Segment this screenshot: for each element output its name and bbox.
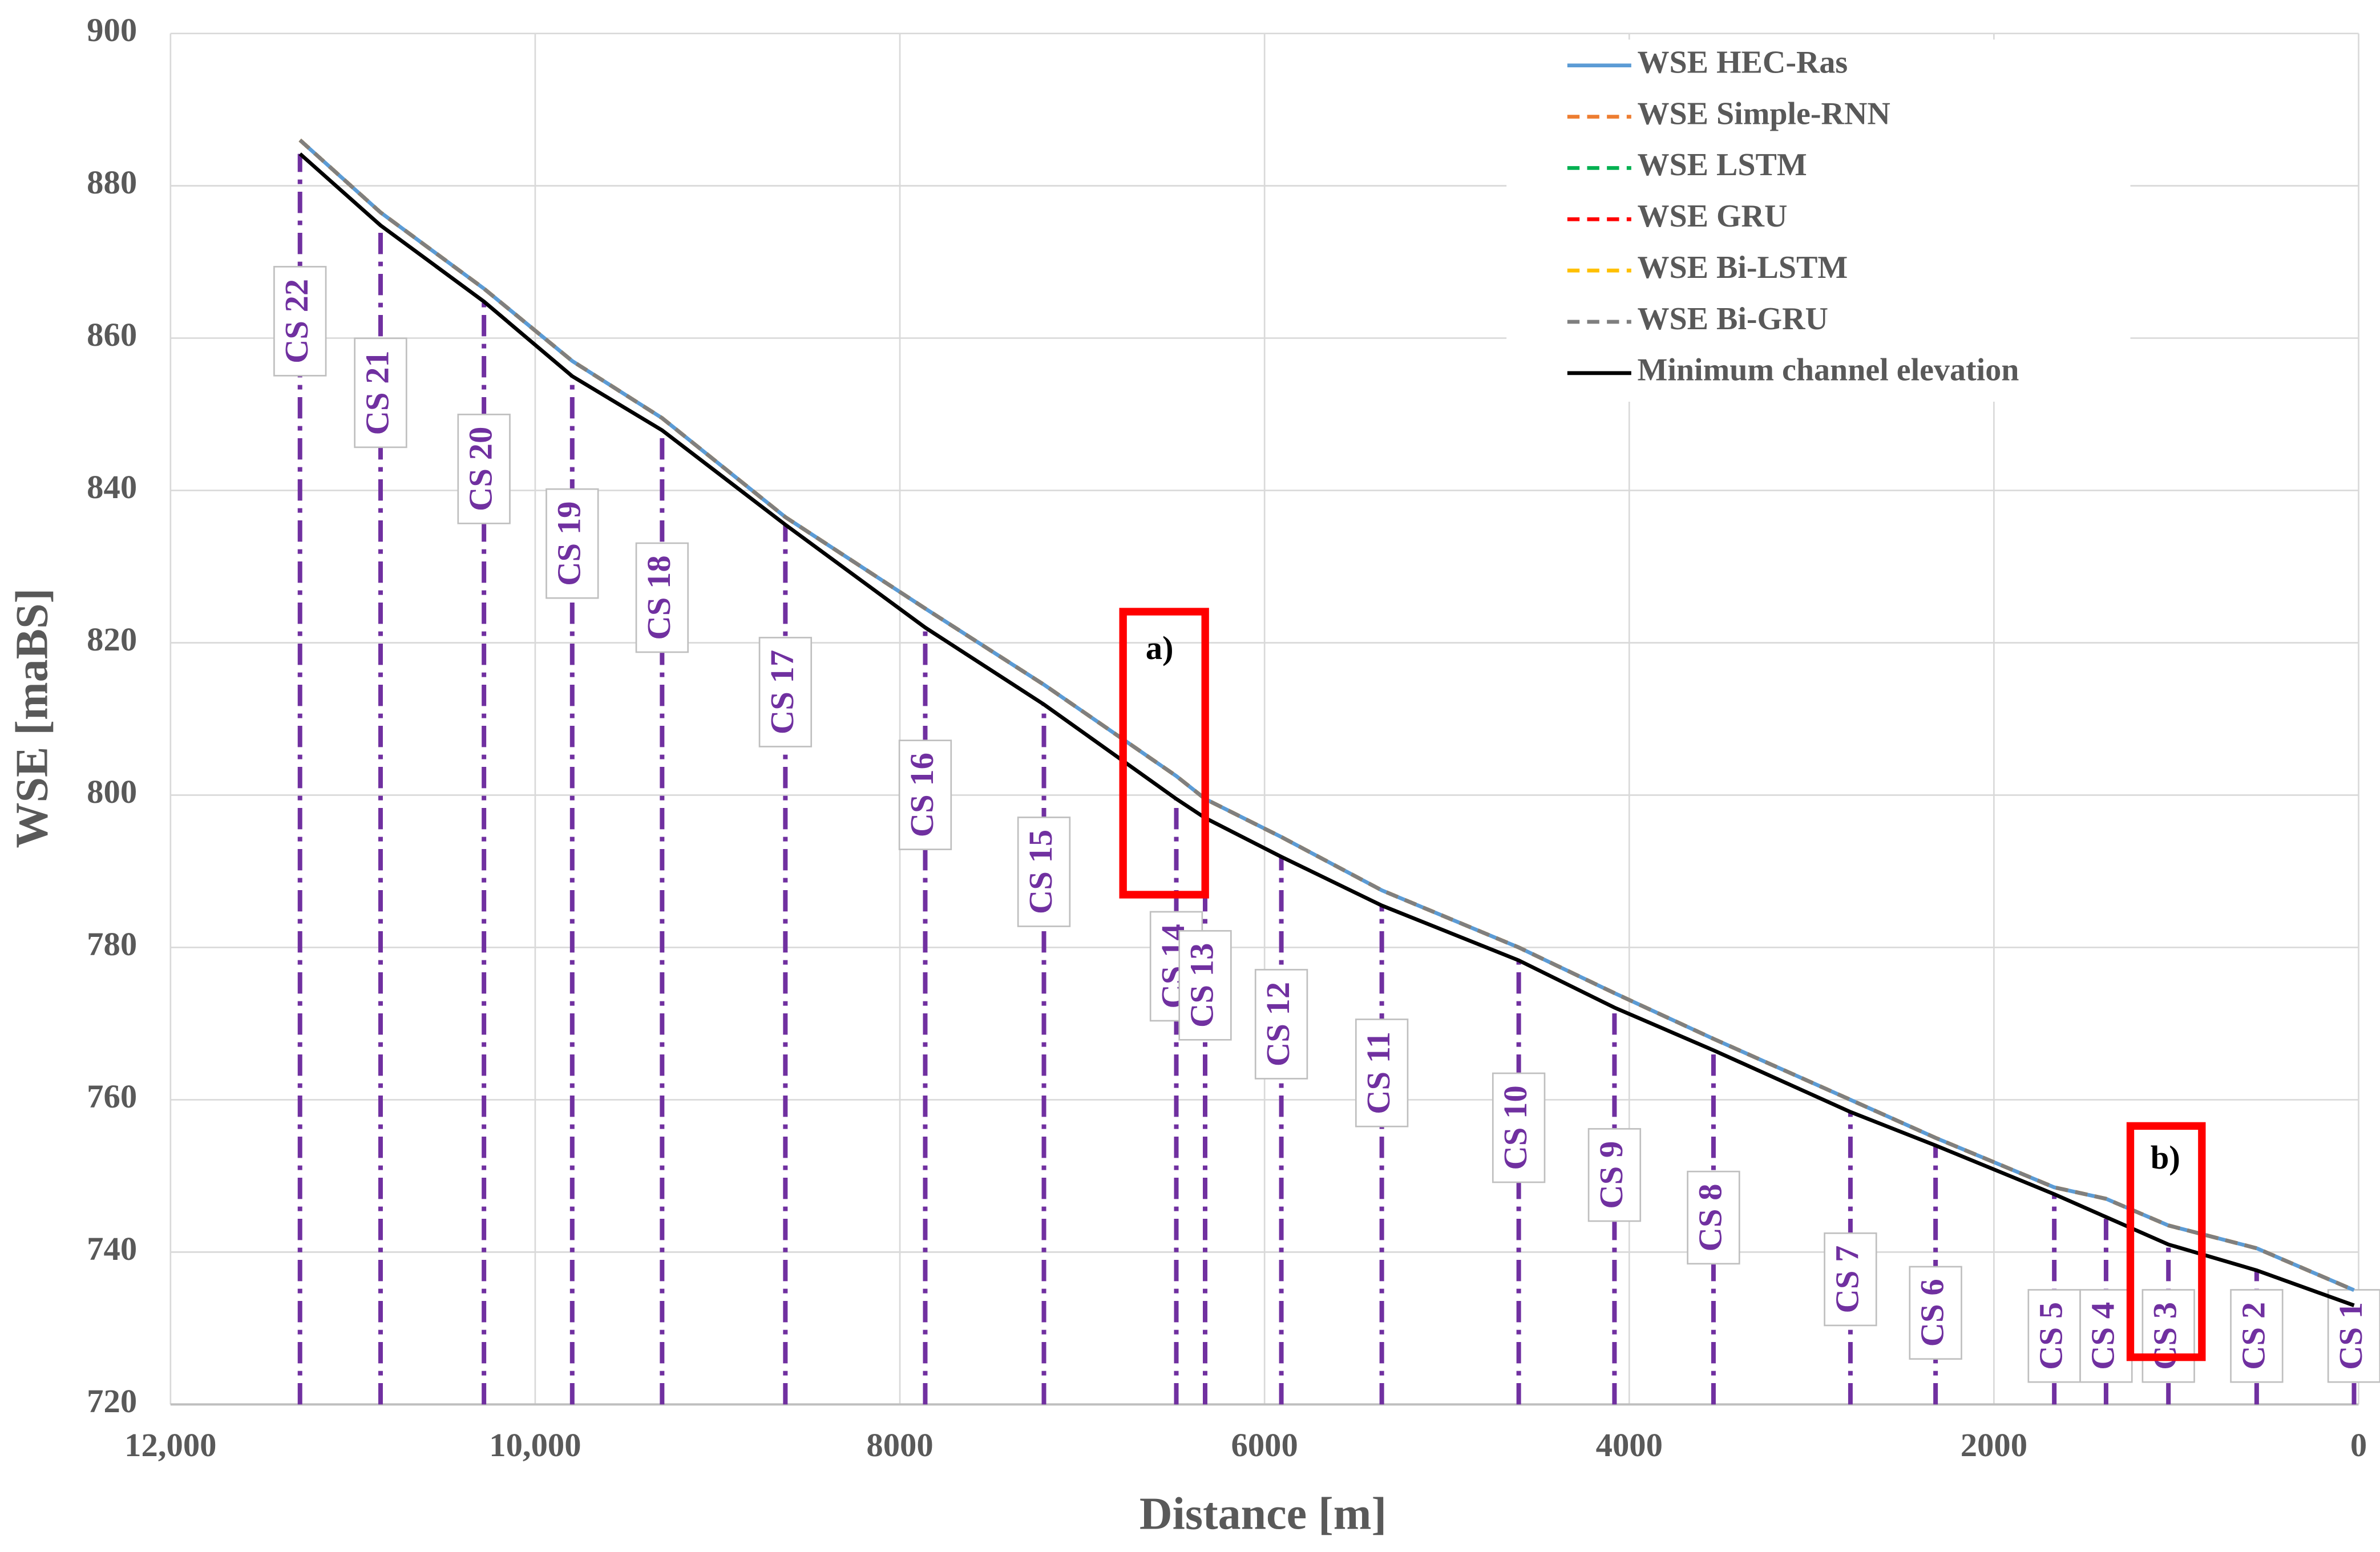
cross-section-name: CS 10 [1497,1085,1534,1170]
label-box [273,266,327,377]
label-box [1254,969,1308,1080]
legend-label: WSE Bi-GRU [1638,301,1829,337]
cross-section-name: CS 5 [2033,1302,2070,1370]
cross-section-label: CS 11 [1355,1018,1409,1127]
x-tick-label: 0 [2350,1426,2367,1464]
y-tick-label: 780 [87,925,137,963]
label-box [1587,1128,1642,1222]
cross-section-label: CS 18 [635,542,689,653]
cross-section-name: CS 6 [1914,1279,1951,1347]
x-tick-label: 8000 [866,1426,933,1464]
x-axis-title: Distance [m] [1140,1489,1387,1539]
cross-section-name: CS 16 [903,753,940,837]
cross-section-label: CS 16 [898,739,952,850]
label-box [758,637,813,747]
y-tick-label: 740 [87,1230,137,1267]
label-box [354,337,407,448]
label-box [1909,1266,1962,1360]
y-tick-label: 720 [87,1383,137,1420]
cross-section-name: CS 17 [763,650,801,734]
label-box [2230,1289,2284,1383]
label-box [1824,1232,1877,1327]
label-box [635,542,689,653]
cross-section-name: CS 8 [1691,1183,1728,1251]
series-line [298,139,2355,1292]
y-axis-title: WSE [maBS] [7,588,58,848]
cross-section-name: CS 18 [640,555,677,640]
cross-section-label: CS 17 [758,637,813,747]
series-line [298,152,2355,1307]
cross-section-label: CS 3 [2141,1289,2195,1383]
label-box [898,739,952,850]
legend-label: WSE Bi-LSTM [1638,250,1848,285]
label-box [1178,930,1232,1041]
cross-section-label: CS 13 [1178,930,1232,1041]
cross-section-label: CS 12 [1254,969,1308,1080]
cross-section-label: CS 2 [2230,1289,2284,1383]
cross-section-label: CS 5 [2027,1289,2081,1383]
legend-label: WSE LSTM [1638,147,1807,183]
cross-section-name: CS 9 [1593,1141,1630,1209]
cross-section-name: CS 19 [550,502,587,586]
cross-section-label: CS 7 [1824,1232,1877,1327]
label-box [1687,1170,1740,1265]
y-tick-label: 760 [87,1078,137,1115]
label-box [1492,1072,1546,1183]
label-box [457,414,511,524]
y-tick-label: 880 [87,164,137,201]
x-tick-label: 4000 [1596,1426,1663,1464]
cross-section-label: CS 4 [2079,1289,2133,1383]
cross-section-label: CS 20 [457,414,511,524]
highlight-box [1119,608,1209,899]
cross-section-name: CS 11 [1360,1032,1397,1114]
cross-section-name: CS 12 [1259,982,1296,1066]
label-box [1017,817,1071,927]
annotation: b) [2151,1139,2180,1176]
cross-section-label: CS 19 [545,488,599,599]
label-box [2079,1289,2133,1383]
label-box [545,488,599,599]
annotation: a) [1146,629,1174,666]
cross-section-name: CS 4 [2084,1302,2121,1370]
legend-label: Minimum channel elevation [1638,353,2019,388]
cross-section-name: CS 13 [1183,943,1220,1028]
legend-label: WSE HEC-Ras [1638,45,1848,80]
x-tick-label: 6000 [1231,1426,1298,1464]
y-tick-label: 840 [87,468,137,506]
cross-section-label: CS 9 [1587,1128,1642,1222]
y-tick-label: 900 [87,11,137,48]
legend-label: WSE Simple-RNN [1638,96,1890,131]
cross-section-label: CS 15 [1017,817,1071,927]
cross-section-name: CS 1 [2332,1302,2369,1370]
y-tick-label: 860 [87,316,137,353]
y-tick-label: 820 [87,621,137,658]
cross-section-name: CS 22 [278,279,315,363]
cross-section-label: CS 21 [354,337,407,448]
cross-section-label: CS 22 [273,266,327,377]
cross-section-name: CS 20 [462,427,499,511]
legend-label: WSE GRU [1638,199,1788,234]
cross-section-name: CS 21 [358,350,395,435]
cross-section-label: CS 6 [1909,1266,1962,1360]
label-box [1355,1018,1409,1127]
cross-section-name: CS 2 [2234,1302,2272,1370]
x-tick-label: 12,000 [124,1426,216,1464]
cross-section-name: CS 7 [1828,1246,1865,1313]
cross-section-label: CS 8 [1687,1170,1740,1265]
label-box [2141,1289,2195,1383]
legend-box [1506,39,2131,402]
cross-section-name: CS 15 [1022,830,1059,914]
y-tick-label: 800 [87,773,137,810]
cross-section-label: CS 10 [1492,1072,1546,1183]
highlight-box [2126,1122,2206,1361]
x-tick-label: 2000 [1961,1426,2027,1464]
x-tick-label: 10,000 [489,1426,581,1464]
